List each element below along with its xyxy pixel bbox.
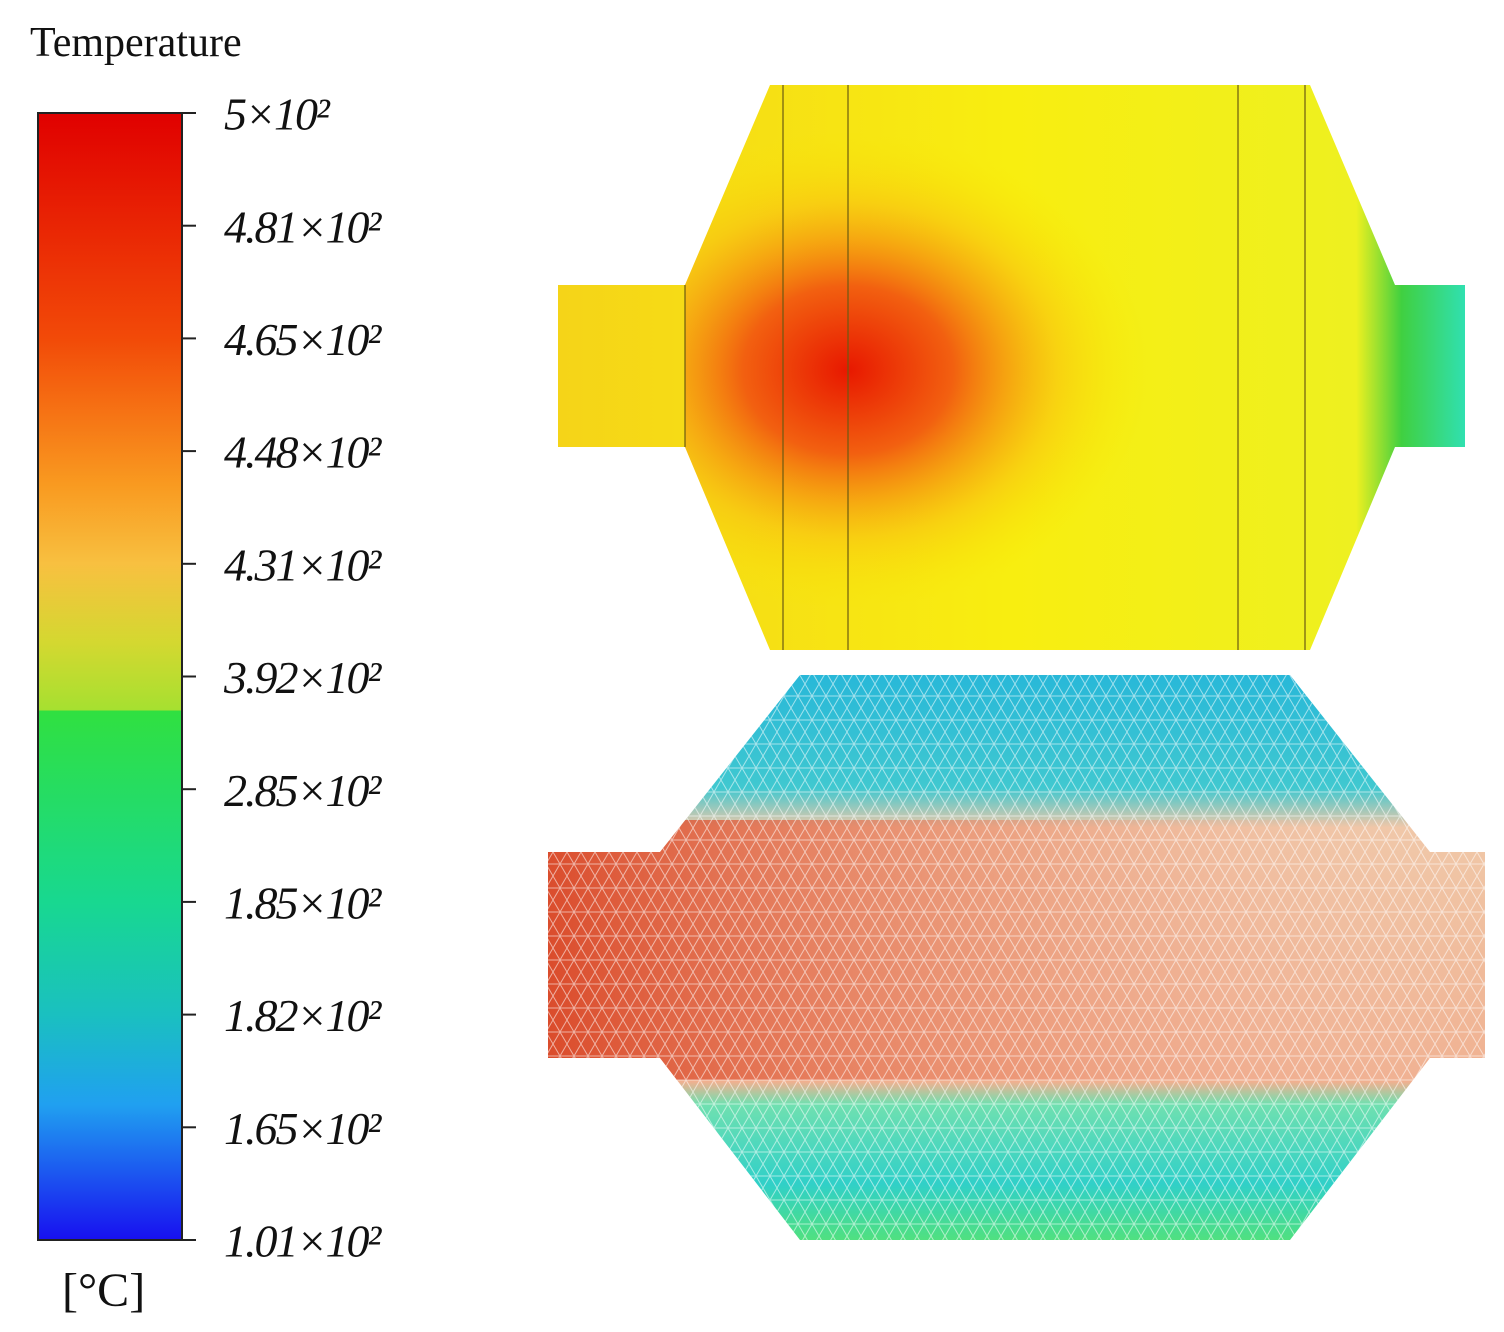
tick-label: 1.01×10² bbox=[224, 1216, 383, 1267]
tick-label: 1.65×10² bbox=[224, 1103, 383, 1154]
tick-label: 4.48×10² bbox=[224, 427, 383, 478]
tick-label: 4.31×10² bbox=[224, 539, 383, 590]
colorbar bbox=[37, 112, 183, 1241]
legend-title: Temperature bbox=[30, 20, 242, 66]
tick-label: 4.65×10² bbox=[224, 314, 383, 365]
tick-label: 1.85×10² bbox=[224, 877, 383, 928]
bottom-mesh bbox=[548, 675, 1485, 1240]
tick-label: 1.82×10² bbox=[224, 990, 383, 1041]
tick-group: 5×10² 4.81×10² 4.65×10² 4.48×10² 4.31×10² 3.9… bbox=[182, 89, 385, 1267]
tick-label: 2.85×10² bbox=[224, 765, 383, 816]
tick-label: 4.81×10² bbox=[224, 201, 383, 252]
legend-unit: [°C] bbox=[62, 1264, 145, 1317]
tick-label: 3.92×10² bbox=[223, 652, 383, 703]
top-contour bbox=[558, 85, 1465, 650]
tick-label: 5×10² bbox=[224, 89, 331, 140]
